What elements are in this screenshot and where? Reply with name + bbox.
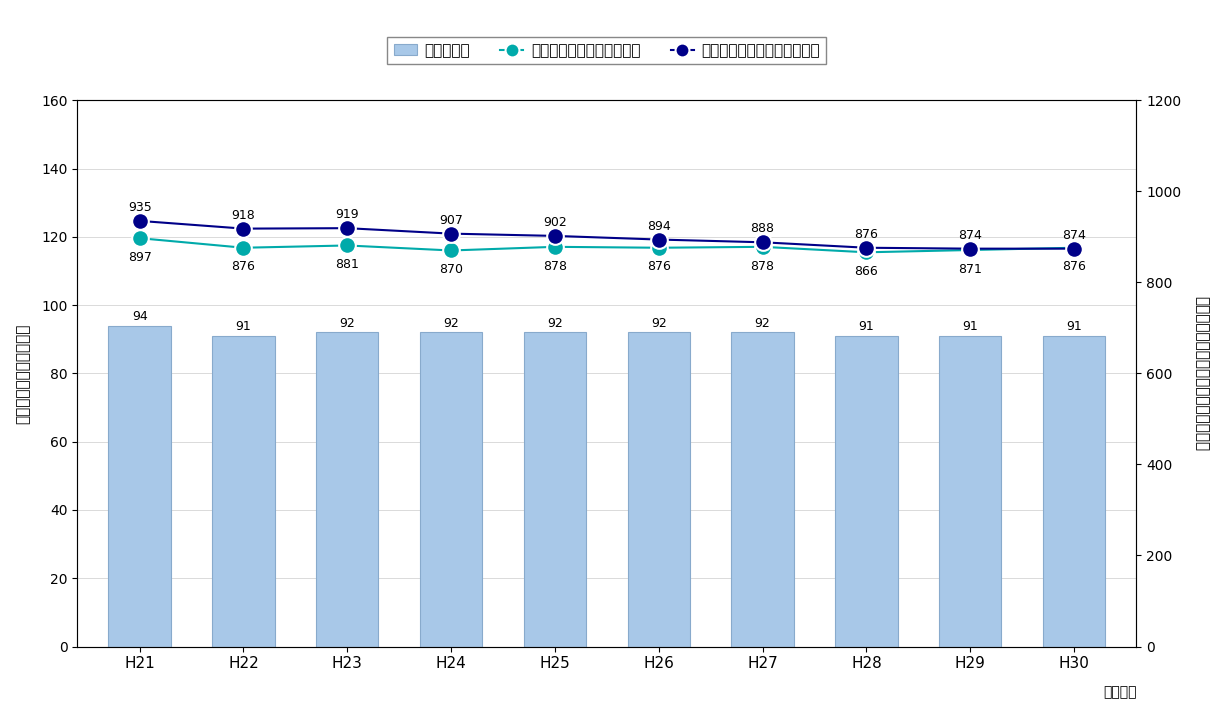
- Text: 874: 874: [958, 228, 982, 242]
- Bar: [420, 333, 482, 646]
- Text: 92: 92: [339, 317, 355, 330]
- Y-axis label: ごみ排出量（万ｔ／年）: ごみ排出量（万ｔ／年）: [15, 323, 31, 423]
- Text: 878: 878: [543, 260, 567, 273]
- Bar: [316, 333, 378, 646]
- Text: 902: 902: [543, 216, 567, 229]
- Text: 874: 874: [1062, 228, 1086, 242]
- Bar: [524, 333, 586, 646]
- Text: 870: 870: [439, 263, 463, 276]
- Y-axis label: １人１日当たりの排出量（ｇ／人日）: １人１日当たりの排出量（ｇ／人日）: [1193, 296, 1209, 451]
- Text: 888: 888: [750, 223, 775, 236]
- Text: 876: 876: [231, 261, 256, 273]
- Text: 935: 935: [127, 201, 152, 214]
- Text: 92: 92: [443, 317, 459, 330]
- Text: 876: 876: [1062, 261, 1086, 273]
- Text: 92: 92: [547, 317, 563, 330]
- Bar: [732, 333, 793, 646]
- Bar: [212, 336, 274, 646]
- Text: 919: 919: [335, 208, 359, 221]
- Text: 92: 92: [755, 317, 770, 330]
- Bar: [1043, 336, 1105, 646]
- Text: 907: 907: [439, 213, 463, 227]
- Text: 897: 897: [127, 251, 152, 264]
- X-axis label: （年度）: （年度）: [1103, 685, 1136, 699]
- Legend: ごみ排出量, １人１日排出量（広島県）, １人１日排出量（全国平均）: ごみ排出量, １人１日排出量（広島県）, １人１日排出量（全国平均）: [388, 37, 826, 64]
- Text: 866: 866: [854, 265, 879, 278]
- Bar: [835, 336, 897, 646]
- Text: 91: 91: [962, 320, 978, 333]
- Bar: [628, 333, 690, 646]
- Text: 91: 91: [235, 320, 251, 333]
- Text: 881: 881: [335, 258, 359, 271]
- Text: 94: 94: [132, 310, 148, 323]
- Text: 894: 894: [647, 220, 671, 233]
- Text: 91: 91: [858, 320, 874, 333]
- Text: 871: 871: [958, 263, 982, 276]
- Bar: [939, 336, 1001, 646]
- Bar: [109, 326, 171, 646]
- Text: 918: 918: [231, 208, 256, 222]
- Text: 876: 876: [854, 228, 879, 241]
- Text: 878: 878: [750, 260, 775, 273]
- Text: 876: 876: [646, 261, 671, 273]
- Text: 91: 91: [1066, 320, 1082, 333]
- Text: 92: 92: [651, 317, 667, 330]
